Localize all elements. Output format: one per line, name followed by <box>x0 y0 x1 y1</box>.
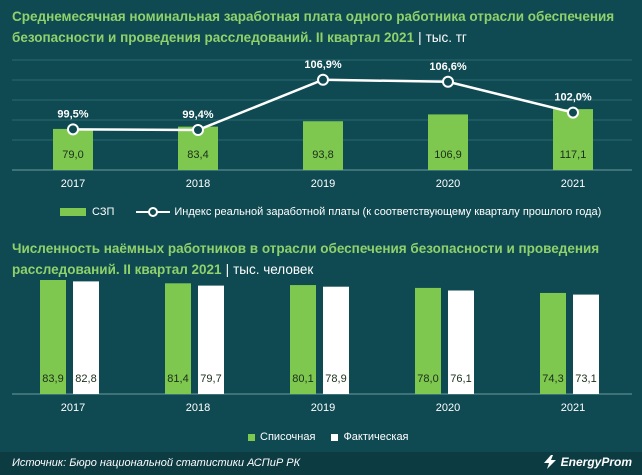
bar-spisochnaya-2017 <box>40 280 66 394</box>
label-fakticheskaya-2019: 78,9 <box>325 373 346 385</box>
index-label-2019: 106,9% <box>304 59 342 71</box>
bar-label-2019: 93,8 <box>312 149 333 161</box>
label-spisochnaya-2021: 74,3 <box>542 373 563 385</box>
bar-spisochnaya-2021 <box>540 292 566 394</box>
bar-label-2017: 79,0 <box>62 149 83 161</box>
bar-fakticheskaya-2021 <box>573 294 599 394</box>
label-fakticheskaya-2017: 82,8 <box>75 373 96 385</box>
x-tick-2021: 2021 <box>561 178 585 190</box>
chart2-legend: Списочная Фактическая <box>248 431 409 443</box>
index-label-2020: 106,6% <box>429 61 467 73</box>
legend-swatch-spisochnaya <box>248 433 255 441</box>
chart2-title: Численность наёмных работников в отрасли… <box>12 241 600 277</box>
legend-label-szp: СЗП <box>92 206 115 218</box>
label-spisochnaya-2019: 80,1 <box>292 373 313 385</box>
index-label-2021: 102,0% <box>554 92 592 104</box>
x-tick-2017: 2017 <box>61 178 85 190</box>
index-point-2018 <box>192 124 204 136</box>
label-fakticheskaya-2021: 73,1 <box>575 373 596 385</box>
index-label-2018: 99,4% <box>182 109 213 121</box>
x-tick-2019: 2019 <box>311 402 335 414</box>
x-tick-2020: 2020 <box>436 402 460 414</box>
chart1-title: Среднемесячная номинальная заработная пл… <box>12 9 615 45</box>
label-spisochnaya-2017: 83,9 <box>42 373 63 385</box>
chart1-legend: СЗП Индекс реальной заработной платы (к … <box>60 206 601 218</box>
source-note: Источник: Бюро национальной статистики А… <box>12 457 301 469</box>
chart2-unit: тыс. человек <box>233 262 314 277</box>
bar-spisochnaya-2019 <box>290 285 316 394</box>
footer-bar <box>0 452 642 475</box>
chart2-title-text: Численность наёмных работников в отрасли… <box>12 241 600 277</box>
label-fakticheskaya-2018: 79,7 <box>200 373 221 385</box>
bar-fakticheskaya-2018 <box>198 285 224 394</box>
chart1-title-text: Среднемесячная номинальная заработная пл… <box>12 9 615 45</box>
index-point-2019 <box>317 73 329 86</box>
x-tick-2017: 2017 <box>61 402 85 414</box>
energyprom-logo: EnergyProm <box>542 455 632 469</box>
x-tick-2019: 2019 <box>311 178 335 190</box>
bar-spisochnaya-2018 <box>165 283 191 394</box>
bar-label-2021: 117,1 <box>560 149 587 161</box>
bar-fakticheskaya-2019 <box>323 286 349 394</box>
bar-label-2020: 106,9 <box>434 149 462 161</box>
index-label-2017: 99,5% <box>57 108 88 120</box>
legend-label-index: Индекс реальной заработной платы (к соот… <box>174 206 602 218</box>
label-fakticheskaya-2020: 76,1 <box>450 373 471 385</box>
bar-fakticheskaya-2020 <box>448 290 474 394</box>
bar-szp-2019 <box>303 121 343 170</box>
legend-swatch-index <box>136 207 171 217</box>
label-spisochnaya-2018: 81,4 <box>167 373 188 385</box>
bar-szp-2017 <box>53 128 93 170</box>
employees-chart: 83,9 82,8 2017 81,4 79,7 2018 80,1 78,9 2019 78,0… <box>12 280 632 414</box>
lightning-icon <box>543 455 556 469</box>
legend-swatch-fakticheskaya <box>331 433 339 441</box>
index-point-2020 <box>442 75 454 88</box>
legend-label-fakticheskaya: Фактическая <box>343 431 409 443</box>
legend-swatch-szp <box>60 208 86 216</box>
bar-szp-2020 <box>428 114 468 170</box>
index-point-2021 <box>567 106 579 119</box>
label-spisochnaya-2020: 78,0 <box>417 373 438 385</box>
x-tick-2020: 2020 <box>436 178 460 190</box>
chart1-unit: тыс. тг <box>425 30 467 45</box>
logo-text: EnergyProm <box>560 455 632 469</box>
bar-spisochnaya-2020 <box>415 287 441 394</box>
x-tick-2018: 2018 <box>186 178 210 190</box>
salary-chart: 79,0 2017 83,4 2018 93,8 2019 106,9 2020 117,1 20… <box>12 59 632 190</box>
index-point-2017 <box>67 123 79 136</box>
bar-fakticheskaya-2017 <box>73 281 99 394</box>
x-tick-2021: 2021 <box>561 402 585 414</box>
legend-label-spisochnaya: Списочная <box>260 431 316 443</box>
x-tick-2018: 2018 <box>186 402 210 414</box>
bar-label-2018: 83,4 <box>187 149 208 161</box>
bar-szp-2021 <box>553 109 593 170</box>
